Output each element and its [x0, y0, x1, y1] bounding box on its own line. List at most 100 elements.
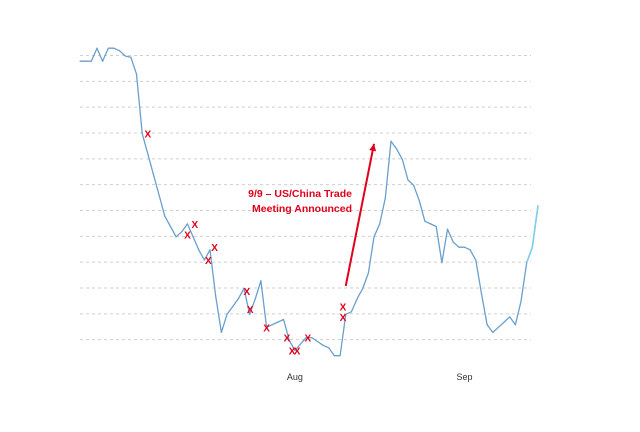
data-point	[396, 148, 398, 150]
data-point	[147, 153, 149, 155]
data-point	[203, 259, 205, 261]
data-point	[299, 343, 302, 345]
data-point	[237, 298, 239, 300]
data-point	[192, 236, 194, 238]
data-point	[130, 56, 132, 58]
arrow-shaft	[344, 143, 376, 287]
data-point	[514, 324, 516, 326]
data-point	[401, 158, 403, 160]
x-marker: X	[294, 347, 301, 358]
data-point	[141, 132, 143, 135]
annotations: 9/9 – US/China Trade Meeting Announced	[248, 143, 377, 287]
data-point	[373, 236, 375, 238]
data-point	[181, 231, 183, 233]
data-point	[463, 246, 466, 248]
data-point	[333, 355, 336, 357]
data-point	[441, 262, 443, 264]
data-point	[429, 223, 432, 225]
data-point	[79, 60, 81, 62]
data-point	[113, 47, 115, 49]
x-marker: X	[211, 243, 218, 254]
data-point	[232, 305, 234, 308]
data-point	[339, 355, 341, 357]
data-point	[486, 324, 488, 326]
data-point	[362, 287, 364, 290]
data-point	[226, 313, 228, 315]
annotation-text: Meeting Announced	[252, 203, 352, 215]
x-tick-label: Sep	[456, 372, 472, 382]
data-point	[379, 223, 381, 225]
data-point	[305, 336, 307, 339]
data-point	[198, 249, 200, 251]
data-point	[90, 60, 92, 62]
data-point	[152, 174, 155, 176]
data-point	[102, 60, 104, 62]
data-point	[435, 225, 437, 228]
data-point	[186, 223, 189, 225]
data-point	[282, 318, 285, 321]
x-marker: X	[191, 220, 198, 231]
x-marker: X	[205, 256, 212, 267]
x-marker: X	[243, 287, 250, 298]
data-point	[390, 140, 392, 142]
data-point	[271, 324, 273, 326]
data-point	[328, 347, 330, 349]
data-point	[350, 311, 353, 313]
data-point	[288, 339, 290, 341]
data-point	[107, 47, 109, 49]
x-marker: X	[289, 347, 296, 358]
data-point	[452, 241, 454, 243]
x-marker: X	[145, 130, 152, 141]
data-point	[384, 197, 386, 199]
x-marker: X	[284, 334, 291, 345]
arrow-head	[369, 143, 377, 152]
data-point	[492, 331, 494, 334]
data-point	[249, 313, 251, 315]
data-point	[118, 50, 121, 52]
data-point	[509, 316, 511, 318]
x-tick-label: Aug	[287, 372, 303, 382]
x-marker: X	[340, 313, 347, 324]
data-point	[345, 313, 347, 315]
x-marker: X	[184, 230, 191, 241]
data-point	[407, 179, 409, 181]
x-marker: X	[263, 323, 270, 334]
data-point	[124, 55, 126, 57]
data-point	[316, 340, 319, 343]
data-point	[175, 236, 177, 238]
x-marker: X	[247, 305, 254, 316]
data-point	[497, 326, 500, 328]
data-point	[260, 280, 262, 282]
data-point	[475, 259, 477, 261]
series-line	[80, 47, 539, 357]
data-point	[209, 249, 211, 251]
data-point	[503, 321, 505, 323]
data-point	[356, 298, 358, 300]
annotation-text: 9/9 – US/China Trade	[248, 188, 352, 200]
data-point	[220, 331, 222, 334]
data-point	[96, 47, 98, 49]
data-point	[265, 326, 268, 328]
data-point	[243, 287, 245, 290]
data-point	[164, 215, 166, 217]
data-point	[215, 295, 217, 297]
data-point	[413, 184, 415, 186]
data-point	[169, 225, 172, 228]
data-point	[469, 249, 471, 251]
data-point	[446, 228, 449, 230]
data-point	[158, 194, 160, 197]
data-point	[294, 349, 296, 352]
data-point	[424, 220, 426, 222]
data-point	[458, 246, 460, 248]
data-point	[520, 300, 522, 303]
data-point	[311, 336, 313, 339]
series-tail	[525, 205, 539, 263]
x-marker: X	[305, 334, 312, 345]
data-point	[480, 293, 483, 295]
x-marker: X	[340, 303, 347, 314]
data-point	[418, 200, 420, 202]
x-axis-ticks: Aug Sep	[287, 372, 473, 382]
data-point	[135, 73, 138, 75]
